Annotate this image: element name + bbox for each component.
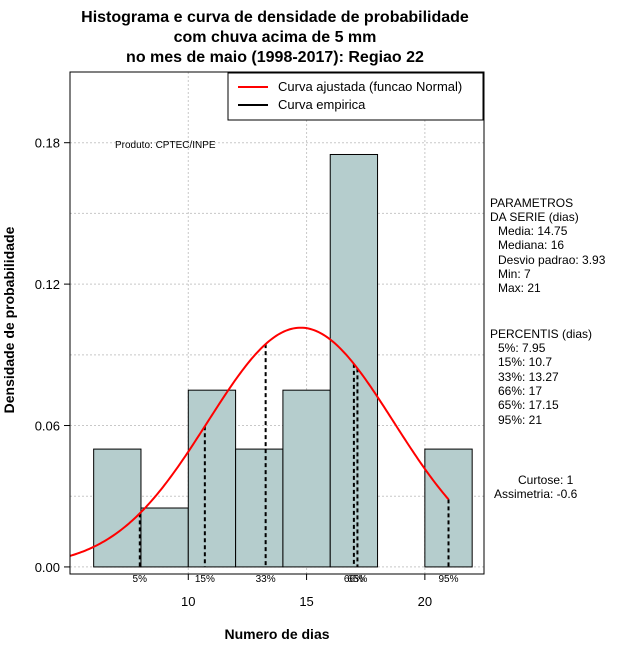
- normal-density-curve: [69, 326, 450, 557]
- histogram-bar-0: [93, 448, 142, 568]
- chart-title-line-2: com chuva acima de 5 mm: [174, 29, 377, 46]
- shape-panel: Curtose: 1 Assimetria: -0.6: [494, 473, 578, 501]
- percentiles-header: PERCENTIS (dias): [490, 327, 592, 341]
- y-axis: 0.00 0.06 0.12 0.18: [35, 136, 70, 575]
- percentiles-panel: PERCENTIS (dias) 5%: 7.95 15%: 10.7 33%:…: [490, 327, 592, 427]
- skewness: Assimetria: -0.6: [494, 487, 578, 501]
- parameters-panel: PARAMETROS DA SERIE (dias) Media: 14.75 …: [490, 196, 606, 295]
- parameter-mean: Media: 14.75: [498, 224, 568, 238]
- y-tick-label-3: 0.18: [35, 136, 60, 151]
- x-tick-label-2: 20: [418, 594, 432, 609]
- x-axis-label: Numero de dias: [224, 626, 329, 642]
- x-tick-label-1: 15: [299, 594, 313, 609]
- percentile-label-3: 66%: [344, 574, 364, 585]
- histogram-bar-2: [187, 389, 237, 568]
- kurtosis: Curtose: 1: [518, 473, 574, 487]
- chart-title-line-3: no mes de maio (1998-2017): Regiao 22: [126, 49, 424, 66]
- percentile-label-5: 95%: [439, 574, 459, 585]
- percentile-lines: 5% 15% 33% 66%65% 95%: [133, 344, 459, 585]
- parameters-header-1: PARAMETROS: [490, 196, 573, 210]
- x-tick-label-0: 10: [181, 594, 195, 609]
- parameter-median: Mediana: 16: [498, 238, 564, 252]
- histogram-bar-4: [282, 389, 331, 568]
- parameter-max: Max: 21: [498, 281, 541, 295]
- legend-box: [227, 72, 484, 121]
- y-tick-label-1: 0.06: [35, 419, 60, 434]
- chart-title-line-1: Histograma e curva de densidade de proba…: [81, 9, 469, 26]
- percentile-66: 66%: 17: [498, 384, 542, 398]
- percentile-label-0: 5%: [133, 574, 148, 585]
- percentile-33: 33%: 13.27: [498, 370, 559, 384]
- percentile-15: 15%: 10.7: [498, 355, 552, 369]
- percentile-label-4: 65%: [347, 574, 367, 585]
- legend-label-empirical: Curva empirica: [278, 97, 366, 112]
- y-tick-label-2: 0.12: [35, 277, 60, 292]
- percentile-5: 5%: 7.95: [498, 341, 546, 355]
- y-axis-label: Densidade de probabilidade: [1, 226, 17, 413]
- percentile-label-2: 33%: [256, 574, 276, 585]
- x-axis: 10 15 20: [181, 574, 432, 609]
- histogram-bar-3: [235, 448, 284, 568]
- plot-frame: [69, 71, 485, 575]
- parameter-stddev: Desvio padrao: 3.93: [498, 253, 606, 267]
- y-tick-label-0: 0.00: [35, 560, 60, 575]
- parameter-min: Min: 7: [498, 267, 531, 281]
- histogram-bars: [93, 153, 473, 568]
- percentile-95: 95%: 21: [498, 413, 542, 427]
- histogram-bar-1: [140, 507, 189, 568]
- legend-label-normal: Curva ajustada (funcao Normal): [278, 79, 462, 94]
- percentile-label-1: 15%: [195, 574, 215, 585]
- percentile-65: 65%: 17.15: [498, 398, 559, 412]
- legend: Curva ajustada (funcao Normal) Curva emp…: [227, 72, 484, 121]
- product-annotation: Produto: CPTEC/INPE: [115, 140, 216, 151]
- parameters-header-2: DA SERIE (dias): [490, 210, 579, 224]
